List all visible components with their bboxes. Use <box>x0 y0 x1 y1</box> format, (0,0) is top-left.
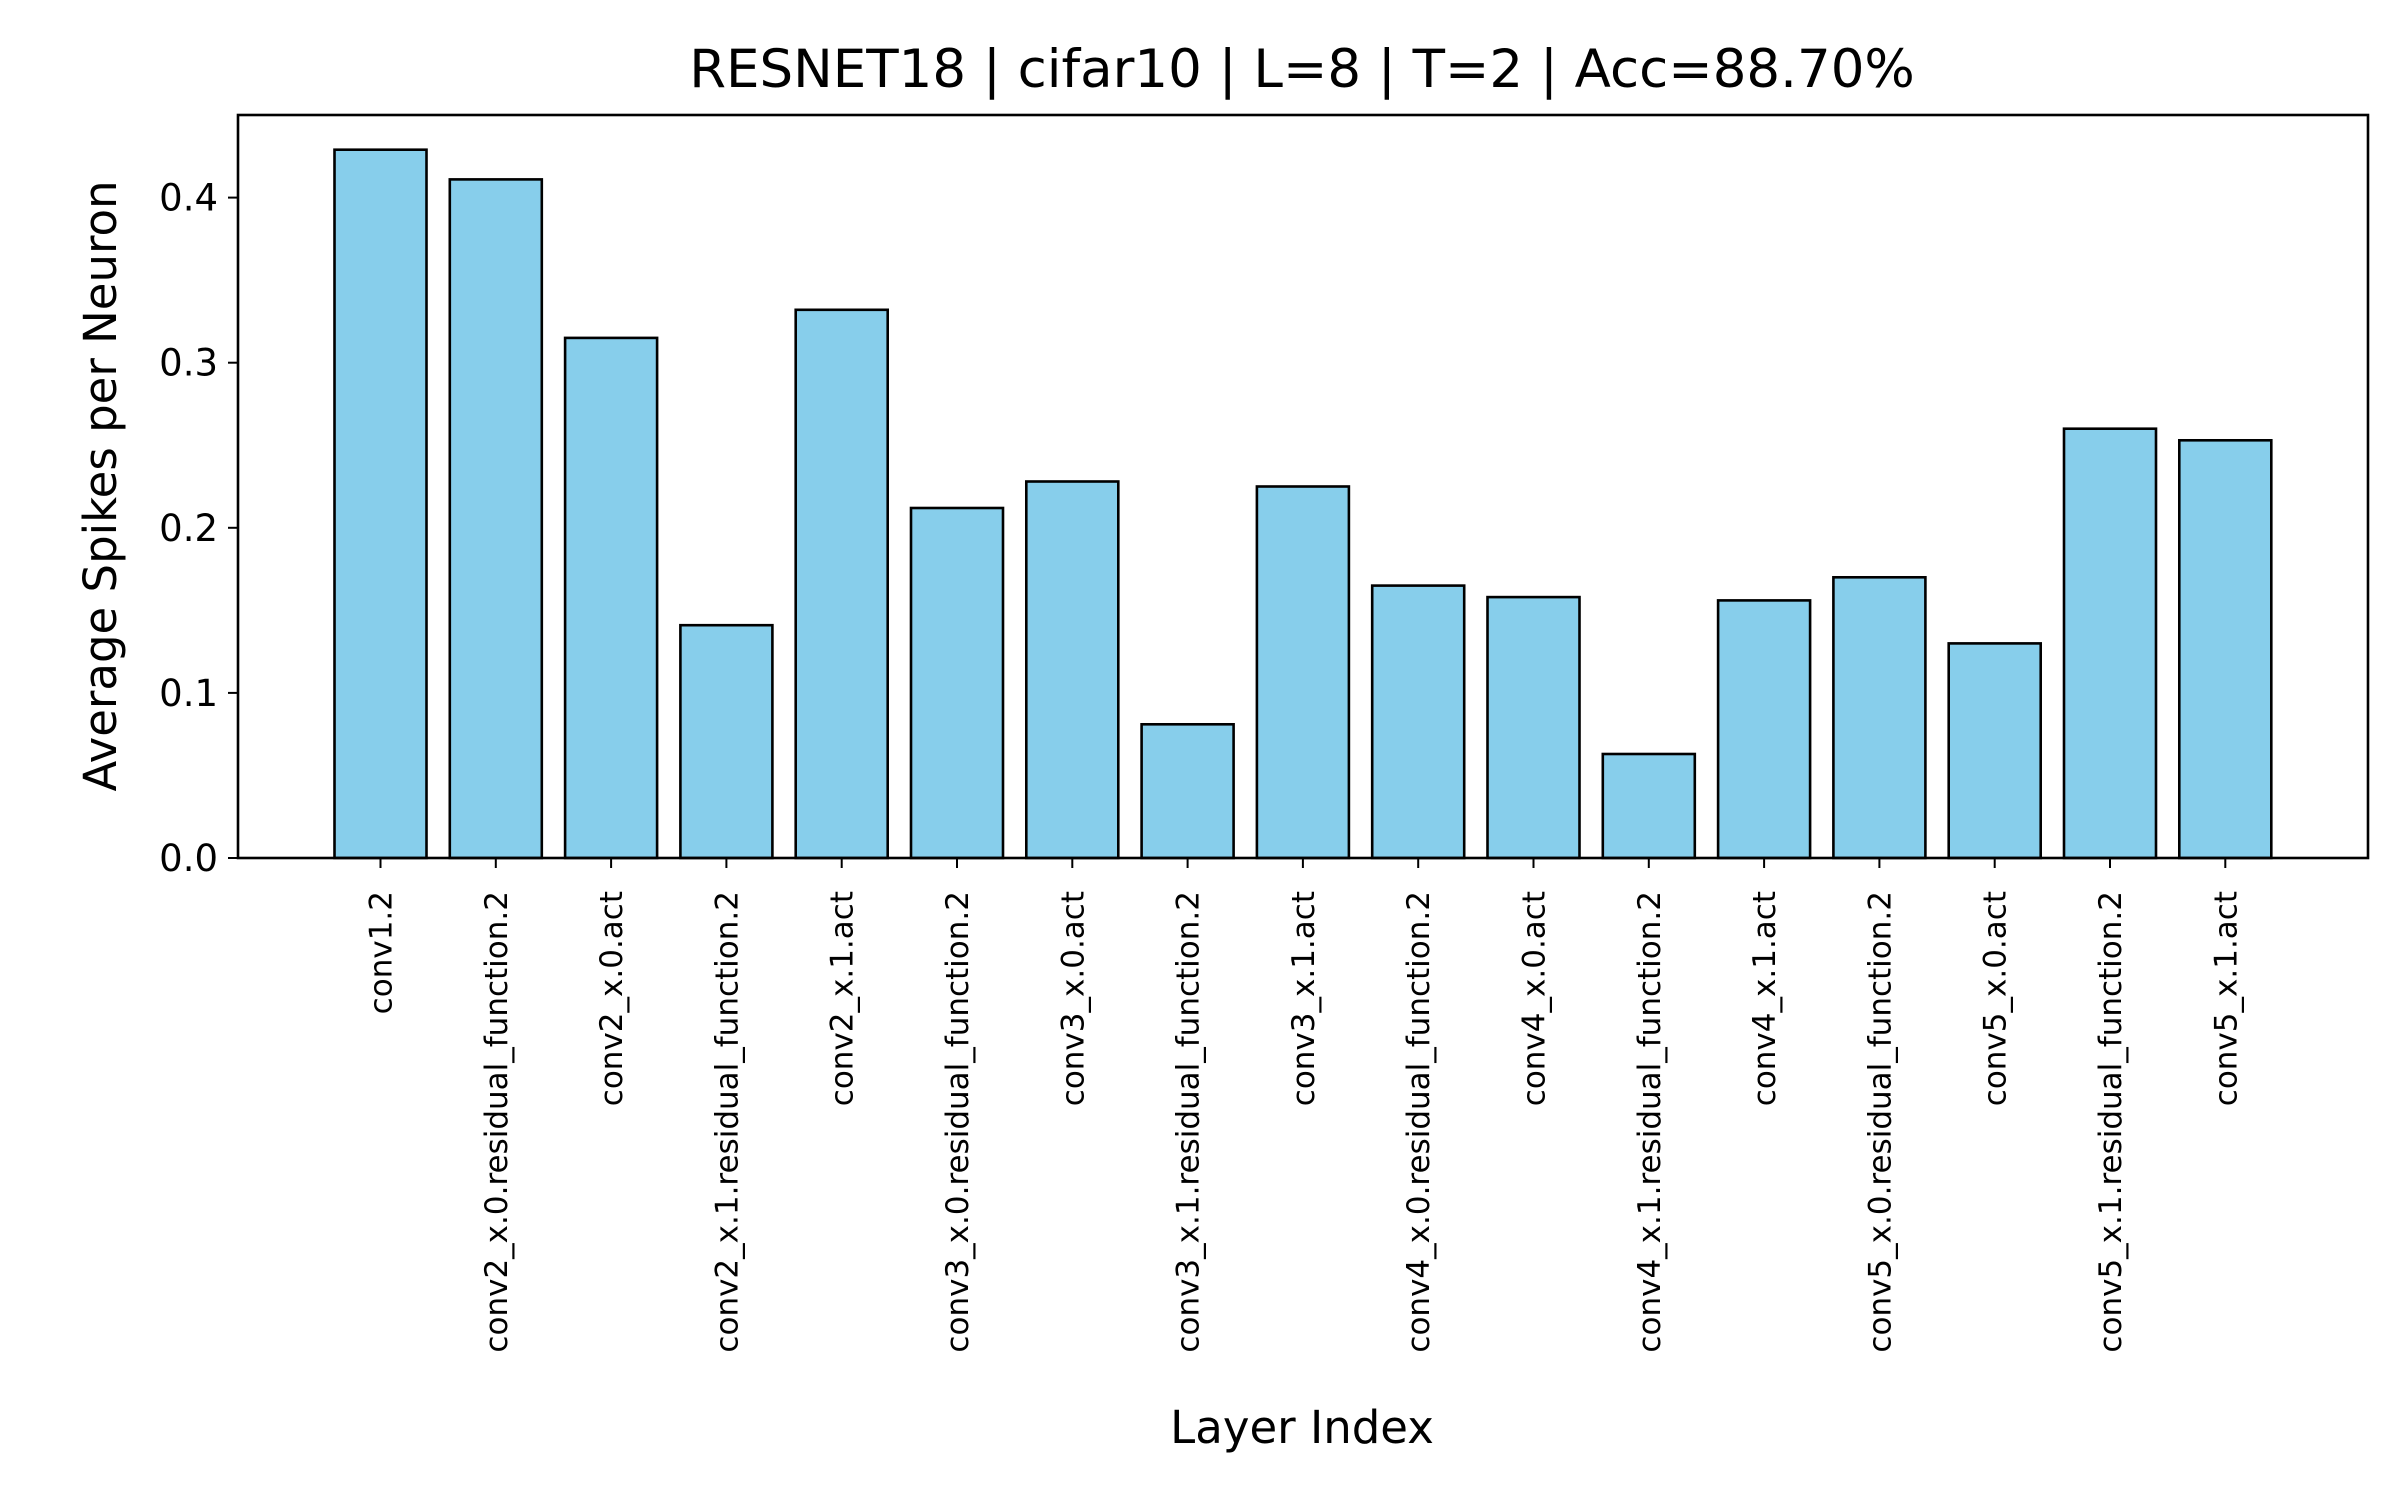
bar-conv3_x.0.act <box>1025 480 1120 860</box>
bar-conv1.2 <box>333 148 428 860</box>
x-tick-label: conv5_x.1.act <box>2208 891 2244 1106</box>
plot-frame <box>236 113 2370 860</box>
x-tick-label: conv5_x.0.act <box>1978 891 2014 1106</box>
y-tick-label: 0.4 <box>159 177 218 220</box>
bars <box>333 148 2273 860</box>
x-tick-label: conv4_x.1.residual_function.2 <box>1632 891 1668 1353</box>
x-tick-label: conv2_x.1.act <box>825 891 861 1106</box>
bar-conv3_x.0.residual_function.2 <box>909 506 1005 860</box>
bar-conv4_x.0.residual_function.2 <box>1370 584 1466 860</box>
bar-conv5_x.0.act <box>1947 642 2042 860</box>
bar-conv5_x.1.residual_function.2 <box>2062 427 2158 860</box>
y-tick-label: 0.0 <box>159 837 218 880</box>
x-tick-label: conv1.2 <box>364 891 400 1014</box>
bar-conv3_x.1.residual_function.2 <box>1140 722 1235 860</box>
bar-conv2_x.1.act <box>794 308 890 860</box>
x-tick-label: conv2_x.0.residual_function.2 <box>479 891 515 1353</box>
x-tick-label: conv5_x.1.residual_function.2 <box>2093 891 2129 1353</box>
x-tick-label: conv2_x.1.residual_function.2 <box>709 891 745 1353</box>
x-tick-label: conv4_x.0.residual_function.2 <box>1401 891 1437 1353</box>
chart-title: RESNET18 | cifar10 | L=8 | T=2 | Acc=88.… <box>689 39 1915 100</box>
x-axis-label: Layer Index <box>1170 1401 1434 1454</box>
x-tick-label: conv3_x.0.act <box>1055 891 1091 1106</box>
bar-conv5_x.1.act <box>2178 438 2273 860</box>
bar-conv5_x.0.residual_function.2 <box>1832 575 1927 860</box>
x-tick-label: conv4_x.1.act <box>1747 891 1783 1106</box>
x-tick-label: conv3_x.1.residual_function.2 <box>1171 891 1207 1353</box>
bar-conv2_x.1.residual_function.2 <box>679 623 774 860</box>
y-axis-ticks: 0.0 0.1 0.2 0.3 0.4 <box>159 177 238 880</box>
x-tick-label: conv4_x.0.act <box>1517 891 1553 1106</box>
bar-conv4_x.0.act <box>1486 595 1581 860</box>
y-axis-label: Average Spikes per Neuron <box>74 180 127 791</box>
bar-conv2_x.0.residual_function.2 <box>448 178 544 860</box>
x-tick-label: conv5_x.0.residual_function.2 <box>1862 891 1898 1353</box>
y-tick-label: 0.2 <box>159 507 218 550</box>
x-tick-label: conv3_x.1.act <box>1286 891 1322 1106</box>
x-axis-ticks: conv1.2 conv2_x.0.residual_function.2 conv… <box>364 858 2244 1353</box>
x-tick-label: conv2_x.0.act <box>594 891 630 1106</box>
bar-conv2_x.0.act <box>563 336 659 860</box>
x-tick-label: conv3_x.0.residual_function.2 <box>940 891 976 1353</box>
bar-conv4_x.1.act <box>1716 599 1812 860</box>
y-tick-label: 0.1 <box>159 672 218 715</box>
bar-conv4_x.1.residual_function.2 <box>1601 752 1697 860</box>
y-tick-label: 0.3 <box>159 342 218 385</box>
bar-conv3_x.1.act <box>1255 485 1351 860</box>
